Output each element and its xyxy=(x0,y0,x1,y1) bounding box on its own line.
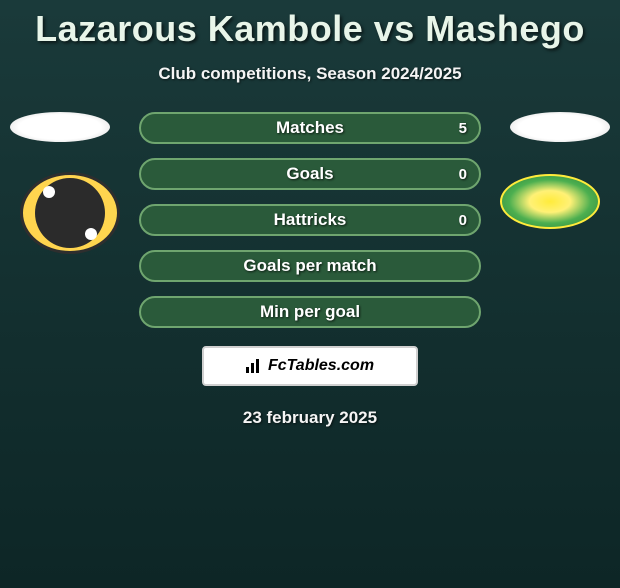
stat-label: Goals per match xyxy=(243,256,376,276)
stat-value: 5 xyxy=(459,120,467,137)
player-avatar-right xyxy=(510,112,610,142)
stat-label: Goals xyxy=(286,164,333,184)
club-logo-left-inner xyxy=(35,178,105,248)
page-subtitle: Club competitions, Season 2024/2025 xyxy=(0,64,620,84)
date-label: 23 february 2025 xyxy=(0,408,620,428)
stat-row: Goals 0 xyxy=(139,158,481,190)
page-title: Lazarous Kambole vs Mashego xyxy=(0,8,620,50)
stat-value: 0 xyxy=(459,212,467,229)
stat-row: Goals per match xyxy=(139,250,481,282)
stat-row: Min per goal xyxy=(139,296,481,328)
chart-icon xyxy=(246,359,264,373)
club-logo-left xyxy=(20,172,120,254)
stat-label: Hattricks xyxy=(274,210,347,230)
stat-label: Min per goal xyxy=(260,302,360,322)
stat-value: 0 xyxy=(459,166,467,183)
stat-row: Hattricks 0 xyxy=(139,204,481,236)
stat-label: Matches xyxy=(276,118,344,138)
club-logo-right xyxy=(500,174,600,229)
brand-label: FcTables.com xyxy=(268,357,374,375)
player-avatar-left xyxy=(10,112,110,142)
comparison-panel: Matches 5 Goals 0 Hattricks 0 Goals per match M… xyxy=(0,112,620,428)
stat-row: Matches 5 xyxy=(139,112,481,144)
brand-badge[interactable]: FcTables.com xyxy=(202,346,418,386)
